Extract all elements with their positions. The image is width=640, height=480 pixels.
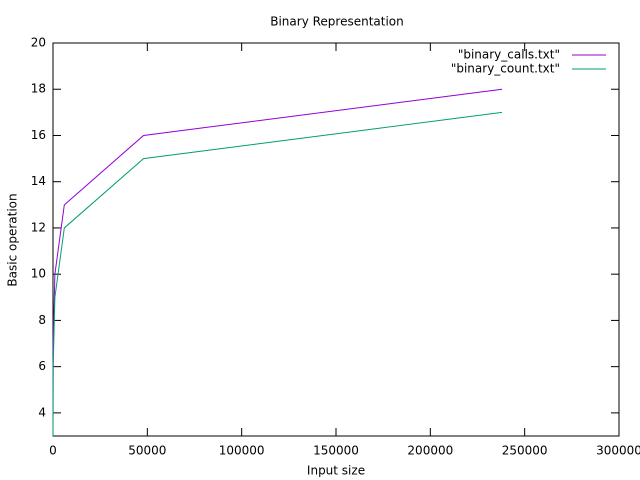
y-tick-label: 6 <box>38 359 46 373</box>
legend-label: "binary_count.txt" <box>451 62 560 76</box>
x-tick-label: 100000 <box>219 444 265 458</box>
x-axis-label: Input size <box>307 464 365 478</box>
x-tick-label: 150000 <box>313 444 359 458</box>
x-tick-label: 300000 <box>596 444 640 458</box>
x-tick-label: 0 <box>49 444 57 458</box>
y-tick-label: 12 <box>31 220 46 234</box>
x-tick-label: 50000 <box>128 444 166 458</box>
y-tick-label: 4 <box>38 405 46 419</box>
x-tick-label: 250000 <box>502 444 548 458</box>
y-tick-label: 16 <box>31 128 46 142</box>
legend-label: "binary_calls.txt" <box>458 48 560 62</box>
y-tick-label: 20 <box>31 36 46 50</box>
y-tick-label: 18 <box>31 82 46 96</box>
series-line <box>52 111 503 437</box>
plot-border <box>52 42 620 437</box>
y-tick-label: 14 <box>31 174 46 188</box>
x-tick-label: 200000 <box>407 444 453 458</box>
chart-title: Binary Representation <box>270 15 404 29</box>
y-tick-label: 10 <box>31 267 46 281</box>
y-tick-label: 8 <box>38 313 46 327</box>
y-axis-label: Basic operation <box>6 193 20 286</box>
